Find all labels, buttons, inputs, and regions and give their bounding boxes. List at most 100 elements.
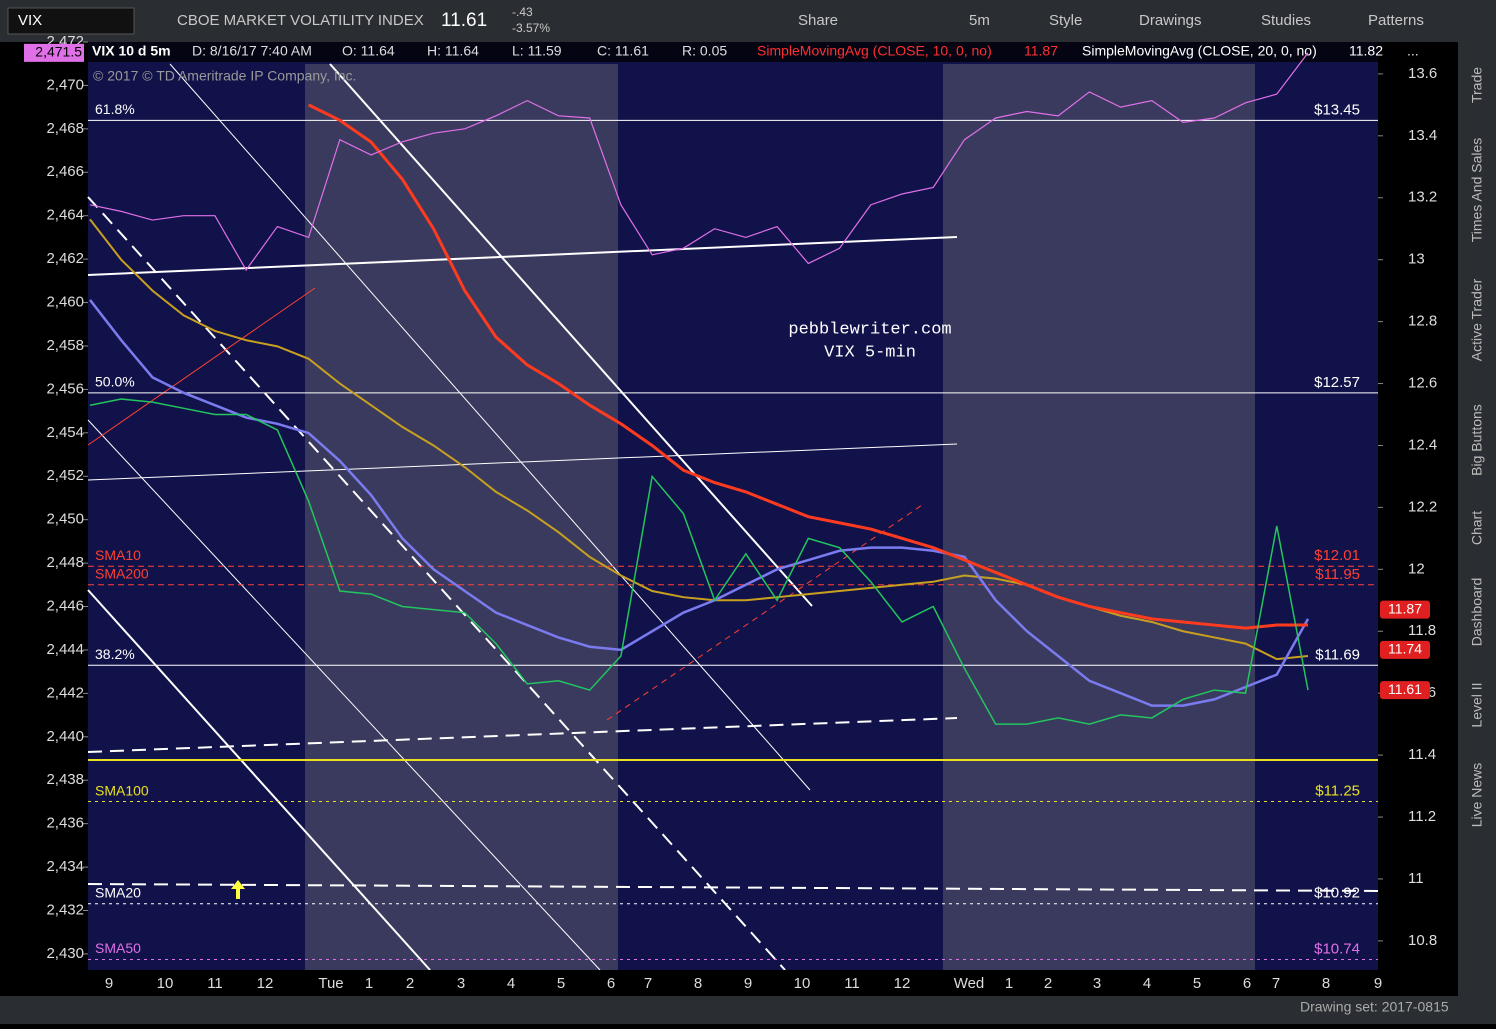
btn-timeframe[interactable]: 5m (969, 12, 990, 29)
level-label: SMA100 (95, 782, 149, 798)
y2-tick-label: 2,456 (46, 380, 84, 397)
level-price: $12.01 (1314, 547, 1360, 564)
level-price: $10.92 (1314, 885, 1360, 902)
symbol: VIX (18, 12, 42, 29)
side-tab[interactable]: Dashboard (1469, 578, 1485, 647)
side-tab[interactable]: Level II (1469, 682, 1485, 727)
level-label: SMA20 (95, 884, 141, 900)
side-tab[interactable]: Live News (1469, 763, 1485, 828)
y2-tick-label: 2,470 (46, 76, 84, 93)
x-tick-label: 2 (406, 975, 414, 992)
btn-patterns[interactable]: Patterns (1368, 12, 1424, 29)
level-label: SMA200 (95, 566, 149, 582)
study-value: 11.82 (1349, 43, 1383, 59)
y2-tick-label: 2,452 (46, 467, 84, 484)
price-badge (1380, 640, 1430, 659)
level-price: $11.69 (1315, 646, 1360, 663)
y2-tick-label: 2,438 (46, 771, 84, 788)
change: -.43 (512, 5, 533, 19)
y2-tick-label: 2,444 (46, 641, 84, 658)
side-tab[interactable]: Chart (1469, 511, 1485, 545)
arrow-marker (231, 880, 245, 899)
trendline (606, 502, 926, 721)
btn-style[interactable]: Style (1049, 12, 1082, 29)
left-badge-label: 2,471.5 (35, 44, 82, 60)
x-tick-label: 5 (557, 975, 565, 992)
y-tick-label: 12 (1408, 560, 1425, 577)
x-tick-label: 1 (365, 975, 373, 992)
x-tick-label: 10 (794, 975, 811, 992)
x-tick-label: 11 (844, 975, 860, 992)
y2-tick-label: 2,466 (46, 163, 84, 180)
btn-share[interactable]: Share (798, 12, 838, 29)
y2-tick-label: 2,468 (46, 120, 84, 137)
x-tick-label: 2 (1044, 975, 1052, 992)
symbol-box[interactable] (7, 7, 135, 35)
trendline (87, 717, 958, 753)
series-line (307, 103, 1308, 630)
y-tick-label: 12.2 (1408, 498, 1437, 515)
x-axis-bg (0, 970, 1458, 996)
header-item: H: 11.64 (427, 43, 479, 59)
trendline (169, 63, 811, 791)
trendline (87, 287, 316, 446)
header-bg (88, 42, 1378, 62)
series-line (89, 299, 1310, 707)
y2-tick-label: 2,446 (46, 597, 84, 614)
last-price: 11.61 (441, 10, 487, 31)
btn-drawings[interactable]: Drawings (1139, 12, 1202, 29)
y2-tick-label: 2,448 (46, 554, 84, 571)
x-tick-label: 3 (1093, 975, 1101, 992)
trendline (87, 196, 786, 971)
x-tick-label: 3 (457, 975, 465, 992)
y2-tick-label: 2,460 (46, 294, 84, 311)
header-item: O: 11.64 (342, 43, 395, 59)
btn-studies[interactable]: Studies (1261, 12, 1311, 29)
y2-tick-label: 2,464 (46, 207, 84, 224)
side-tab[interactable]: Active Trader (1469, 278, 1485, 361)
y-tick-label: 13.2 (1408, 189, 1437, 206)
y2-tick-label: 2,440 (46, 728, 84, 745)
trendline (87, 419, 601, 971)
session-band (305, 64, 618, 970)
level-price: $13.45 (1314, 101, 1360, 118)
x-tick-label: 10 (157, 975, 174, 992)
x-tick-label: 7 (1272, 975, 1280, 992)
x-tick-label: 4 (507, 975, 515, 992)
y2-tick-label: 2,434 (46, 858, 84, 875)
level-price: $12.57 (1314, 374, 1360, 391)
price-badge-label: 11.74 (1388, 641, 1422, 657)
y2-tick-label: 2,436 (46, 815, 84, 832)
header-item: R: 0.05 (682, 43, 727, 59)
study-name: SimpleMovingAvg (CLOSE, 10, 0, no) (757, 43, 992, 59)
header-item: VIX 10 d 5m (92, 43, 171, 59)
y-tick-label: 10.8 (1408, 932, 1437, 949)
level-price: $11.25 (1315, 783, 1360, 800)
x-tick-label: 11 (207, 975, 223, 992)
header: VIX 10 d 5m D: 8/16/17 7:40 AM O: 11.64 H: … (92, 43, 1419, 59)
header-item: C: 11.61 (597, 43, 649, 59)
y2-tick-label: 2,432 (46, 901, 84, 918)
watermark: VIX 5-min (824, 343, 916, 362)
side-tab[interactable]: Times And Sales (1469, 138, 1485, 243)
side-tab[interactable]: Big Buttons (1469, 404, 1485, 476)
level-price: $10.74 (1314, 940, 1360, 957)
x-tick-label: 9 (744, 975, 752, 992)
side-tab[interactable]: Trade (1469, 67, 1485, 103)
drawing-set: Drawing set: 2017-0815 (1300, 999, 1449, 1015)
y-tick-label: 13.4 (1408, 127, 1437, 144)
x-tick-label: 6 (1243, 975, 1251, 992)
x-tick-label: 6 (607, 975, 615, 992)
y-tick-label: 11.4 (1408, 746, 1436, 763)
level-label: 38.2% (95, 646, 135, 662)
level-label: SMA10 (95, 547, 141, 563)
header-more: ... (1407, 43, 1419, 59)
study-value: 11.87 (1024, 43, 1058, 59)
x-tick-label: 5 (1193, 975, 1201, 992)
x-tick-label: 12 (257, 975, 274, 992)
left-badge (24, 43, 84, 62)
x-tick-label: Wed (954, 975, 985, 992)
left-axis-bg (0, 42, 88, 970)
